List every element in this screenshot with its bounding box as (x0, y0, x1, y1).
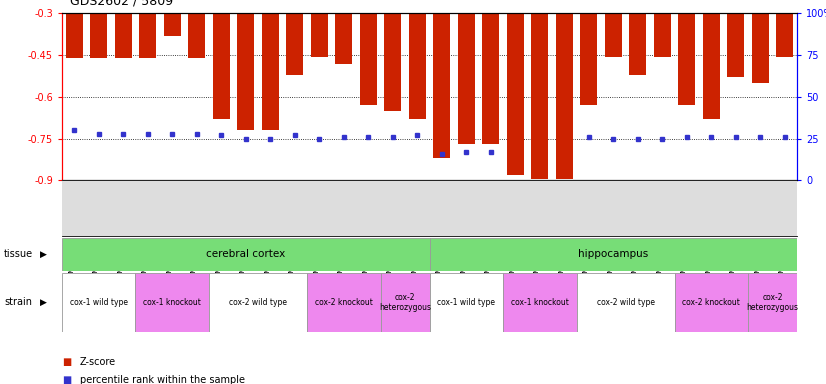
Bar (433, 13, 450, 158)
Bar (752, 13, 769, 83)
Bar (115, 13, 132, 58)
Text: cox-2 wild type: cox-2 wild type (596, 298, 654, 307)
Bar (556, 13, 573, 179)
Bar (430, 238, 797, 271)
Bar (286, 13, 303, 74)
Text: cox-1 wild type: cox-1 wild type (69, 298, 128, 307)
Bar (503, 273, 577, 332)
Bar (580, 13, 597, 105)
Bar (139, 13, 156, 58)
Text: tissue: tissue (4, 249, 33, 260)
Bar (62, 273, 135, 332)
Bar (311, 13, 328, 56)
Bar (506, 13, 524, 175)
Text: percentile rank within the sample: percentile rank within the sample (80, 375, 245, 384)
Bar (359, 13, 377, 105)
Bar (384, 13, 401, 111)
Bar (90, 13, 107, 58)
Bar (62, 238, 430, 271)
Bar (209, 273, 307, 332)
Bar (675, 273, 748, 332)
Text: cox-2
heterozygous: cox-2 heterozygous (379, 293, 431, 312)
Text: ■: ■ (62, 357, 71, 367)
Text: cox-2
heterozygous: cox-2 heterozygous (747, 293, 799, 312)
Bar (237, 13, 254, 130)
Text: cox-1 wild type: cox-1 wild type (437, 298, 496, 307)
Text: ▶: ▶ (40, 298, 46, 307)
Bar (727, 13, 744, 78)
Text: strain: strain (4, 297, 32, 308)
Bar (482, 13, 500, 144)
Text: cerebral cortex: cerebral cortex (206, 249, 285, 260)
Bar (212, 13, 230, 119)
Text: hippocampus: hippocampus (578, 249, 648, 260)
Text: cox-1 knockout: cox-1 knockout (143, 298, 202, 307)
Bar (65, 13, 83, 58)
Bar (776, 13, 794, 56)
Bar (605, 13, 622, 56)
Text: ▶: ▶ (40, 250, 46, 259)
Bar (458, 13, 475, 144)
Bar (629, 13, 647, 74)
Text: ■: ■ (62, 375, 71, 384)
Bar (703, 13, 720, 119)
Text: GDS2602 / 5809: GDS2602 / 5809 (70, 0, 173, 8)
Bar (577, 273, 675, 332)
Text: cox-1 knockout: cox-1 knockout (510, 298, 569, 307)
Bar (307, 273, 381, 332)
Text: cox-2 knockout: cox-2 knockout (315, 298, 373, 307)
Bar (531, 13, 548, 179)
Bar (678, 13, 695, 105)
Text: cox-2 knockout: cox-2 knockout (682, 298, 740, 307)
Bar (409, 13, 426, 119)
Bar (430, 273, 503, 332)
Bar (262, 13, 279, 130)
Text: cox-2 wild type: cox-2 wild type (229, 298, 287, 307)
Bar (335, 13, 353, 63)
Bar (135, 273, 209, 332)
Bar (381, 273, 430, 332)
Text: Z-score: Z-score (80, 357, 116, 367)
Bar (164, 13, 181, 36)
Bar (748, 273, 797, 332)
Bar (653, 13, 671, 56)
Bar (188, 13, 206, 58)
